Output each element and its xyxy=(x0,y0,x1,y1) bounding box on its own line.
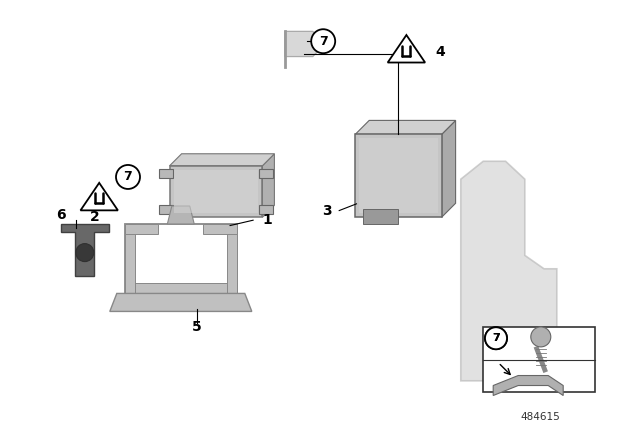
Polygon shape xyxy=(461,161,557,381)
Bar xyxy=(125,224,159,234)
Text: 2: 2 xyxy=(90,210,100,224)
Polygon shape xyxy=(493,375,563,396)
Bar xyxy=(364,209,398,224)
Bar xyxy=(359,138,438,213)
Bar xyxy=(125,284,237,293)
Bar xyxy=(227,224,237,293)
Bar xyxy=(125,224,237,293)
Bar xyxy=(355,134,442,217)
Text: 3: 3 xyxy=(322,204,332,219)
Polygon shape xyxy=(285,31,325,56)
Text: 484615: 484615 xyxy=(521,412,561,422)
Circle shape xyxy=(485,327,507,349)
Bar xyxy=(259,169,273,178)
Text: 7: 7 xyxy=(124,170,132,184)
Text: 7: 7 xyxy=(492,333,500,343)
Text: 7: 7 xyxy=(319,34,328,48)
Bar xyxy=(204,224,237,234)
Circle shape xyxy=(116,165,140,189)
Polygon shape xyxy=(170,154,275,166)
Bar xyxy=(483,327,595,392)
Bar xyxy=(259,205,273,214)
Text: 4: 4 xyxy=(435,45,445,60)
Circle shape xyxy=(485,327,507,349)
Text: 7: 7 xyxy=(492,333,500,343)
Polygon shape xyxy=(355,121,456,134)
Circle shape xyxy=(531,327,551,347)
Text: 1: 1 xyxy=(262,212,272,227)
Bar xyxy=(159,205,173,214)
Circle shape xyxy=(76,244,94,262)
Bar xyxy=(125,224,135,293)
Polygon shape xyxy=(61,224,109,276)
Circle shape xyxy=(311,29,335,53)
Polygon shape xyxy=(388,35,425,63)
Bar xyxy=(170,166,262,217)
Polygon shape xyxy=(262,154,275,217)
Text: 6: 6 xyxy=(56,208,66,222)
Polygon shape xyxy=(168,206,195,224)
Polygon shape xyxy=(81,183,118,211)
Bar xyxy=(173,170,259,213)
Polygon shape xyxy=(442,121,456,217)
Polygon shape xyxy=(110,293,252,311)
Bar xyxy=(159,169,173,178)
Text: 5: 5 xyxy=(192,320,202,334)
